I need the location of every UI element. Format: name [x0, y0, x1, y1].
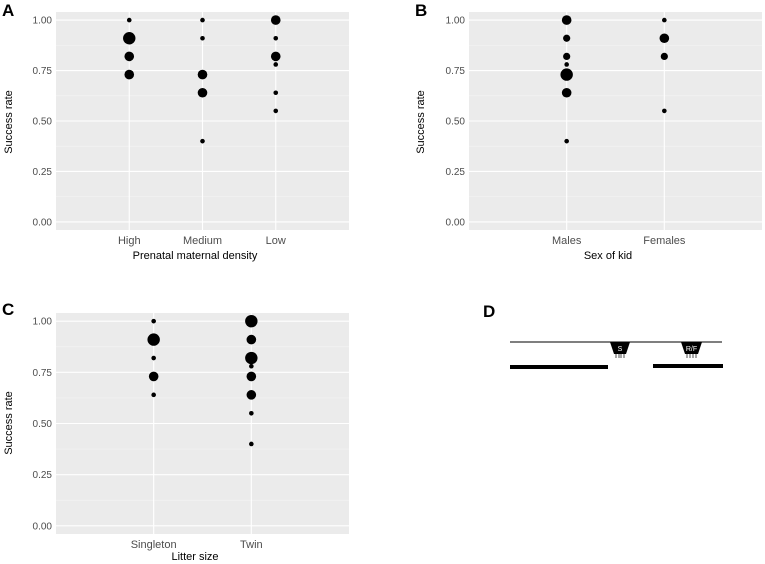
panel-b-data-point: [660, 52, 668, 61]
panel-b-data-point: [564, 62, 569, 67]
panel-c-y-tick-label: 0.50: [33, 419, 53, 430]
panel-c-data-point: [147, 333, 160, 346]
panel-c-data-point: [249, 410, 254, 416]
panel-a-data-point: [126, 17, 132, 23]
panel-b-data-point: [563, 52, 571, 61]
panel-b-y-tick-label: 0.00: [446, 217, 466, 228]
schematic-target-box: [681, 342, 702, 354]
panel-b-x-tick-label: Females: [643, 235, 686, 247]
panel-c-x-tick-label: Singleton: [131, 539, 177, 551]
panel-a-data-point: [270, 51, 281, 62]
panel-a-data-point: [200, 138, 205, 144]
panel-a-data-point: [200, 17, 205, 23]
panel-c-data-point: [245, 351, 258, 365]
panel-a-x-tick-label: High: [118, 235, 141, 247]
panel-c-data-point: [249, 363, 254, 369]
panel-a-data-point: [123, 32, 136, 45]
panel-a-data-point: [124, 69, 135, 80]
panel-a-x-tick-label: Low: [266, 235, 286, 247]
panel-a-data-point: [273, 35, 279, 41]
panel-b-data-point: [662, 108, 667, 114]
panel-a-y-tick-label: 1.00: [33, 16, 53, 27]
panel-c-data-point: [246, 390, 257, 400]
panel-letter-d: D: [483, 302, 495, 321]
panel-a-data-point: [197, 69, 208, 80]
panel-c-data-point: [246, 334, 257, 345]
panel-b-data-point: [561, 15, 572, 25]
panel-letter-a: A: [2, 1, 14, 20]
panel-c-x-tick-label: Twin: [240, 539, 263, 551]
panel-a-y-tick-label: 0.75: [33, 66, 53, 77]
schematic-start-box: [610, 342, 630, 354]
panel-c-y-tick-label: 0.25: [33, 470, 53, 481]
panel-b-data-point: [564, 138, 569, 144]
schematic-left-bar: [510, 365, 608, 369]
panel-c-data-point: [245, 314, 258, 328]
panel-a-data-point: [197, 87, 208, 98]
schematic-target-label: R/F: [686, 346, 697, 353]
panel-b-y-axis-label: Success rate: [415, 90, 427, 154]
panel-c-y-axis-label: Success rate: [3, 391, 15, 455]
schematic-start-label: S: [618, 346, 623, 353]
panel-b-y-tick-label: 0.50: [446, 117, 466, 128]
panel-b-data-point: [662, 17, 667, 23]
panel-c-data-point: [148, 371, 159, 382]
panel-a-data-point: [273, 90, 279, 96]
schematic-right-bar: [653, 364, 723, 368]
panel-b-y-tick-label: 1.00: [446, 16, 466, 27]
panel-c-data-point: [246, 371, 257, 382]
panel-a-x-tick-label: Medium: [183, 235, 222, 247]
panel-b: B Success rate Sex of kid 0.00 0.25 0.50 0.…: [415, 1, 762, 262]
panel-b-y-tick-label: 0.25: [446, 167, 466, 178]
panel-b-x-axis-label: Sex of kid: [584, 250, 632, 262]
panel-c-y-tick-label: 0.00: [33, 521, 53, 532]
panel-b-data-point: [561, 87, 572, 98]
panel-letter-b: B: [415, 1, 427, 20]
panel-c-y-tick-label: 1.00: [33, 317, 53, 328]
panel-c: C Success rate Litter size 0.00 0.25 0.50 0…: [2, 300, 349, 563]
panel-c-data-point: [151, 355, 156, 361]
panel-b-x-tick-label: Males: [552, 235, 582, 247]
panel-b-data-point: [659, 33, 670, 44]
panel-a-y-tick-label: 0.50: [33, 117, 53, 128]
panel-a-data-point: [200, 35, 205, 41]
panel-c-data-point: [249, 441, 254, 447]
panel-a-data-point: [270, 15, 281, 25]
panel-c-data-point: [151, 392, 156, 398]
panel-a-x-axis-label: Prenatal maternal density: [133, 250, 258, 262]
panel-a-y-tick-label: 0.00: [33, 217, 53, 228]
schematic-start-legs: [615, 354, 625, 358]
panel-c-x-axis-label: Litter size: [171, 551, 218, 563]
panel-a-y-tick-label: 0.25: [33, 167, 53, 178]
panel-c-y-tick-label: 0.75: [33, 368, 53, 379]
panel-letter-c: C: [2, 300, 14, 319]
panel-d-schematic: D S R/F: [483, 302, 723, 369]
panel-a: A Success rate Prenatal maternal density…: [2, 1, 349, 262]
panel-a-data-point: [124, 51, 135, 62]
panel-a-data-point: [273, 62, 279, 67]
panel-b-y-tick-label: 0.75: [446, 66, 466, 77]
panel-b-data-point: [563, 34, 571, 42]
panel-b-data-point: [560, 68, 573, 81]
panel-c-data-point: [151, 318, 156, 324]
panel-a-y-axis-label: Success rate: [3, 90, 15, 154]
panel-a-data-point: [273, 108, 279, 114]
schematic-target-legs: [686, 354, 697, 358]
